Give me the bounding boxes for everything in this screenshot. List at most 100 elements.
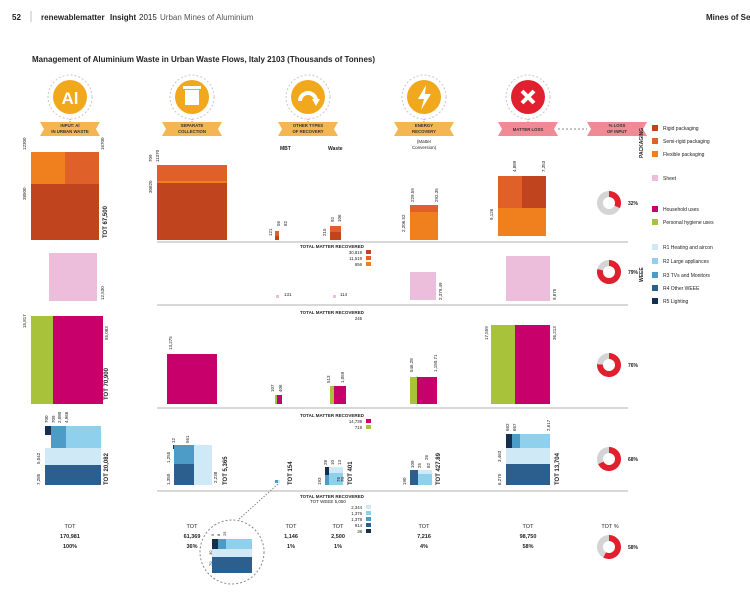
recovered-swatch	[366, 517, 371, 521]
sheet-block	[49, 253, 97, 301]
total-label: TOT 70,900	[104, 367, 110, 400]
data-label: 5,042	[36, 452, 41, 464]
legend-label: R4 Other WEEE	[663, 286, 700, 292]
column-label-ribbon-other	[278, 122, 338, 136]
bar-segment	[515, 325, 550, 404]
total-heading: TOT	[419, 524, 431, 530]
data-label: 92	[330, 216, 335, 222]
header-year: 2015	[139, 13, 157, 22]
total-label: TOT 154	[288, 461, 294, 485]
total-percent: 100%	[63, 544, 77, 550]
recovered-swatch	[366, 523, 371, 527]
data-label: 2,379.49	[438, 282, 443, 300]
pie-label: 79%	[628, 270, 639, 276]
article-title: Urban Mines of Aluminium	[160, 13, 254, 22]
bar-segment	[506, 448, 550, 464]
recovered-subtitle: TOT WEEE 5,050	[310, 499, 346, 504]
total-value: 61,369	[184, 534, 201, 540]
bar-segment	[212, 557, 252, 573]
column-label-input: IN URBAN WASTE	[51, 129, 89, 134]
data-label: 2,238	[213, 471, 218, 483]
recovery-arrow-ring	[285, 74, 331, 120]
bar-segment	[491, 325, 515, 404]
data-label: 13,275	[168, 336, 173, 350]
total-label: TOT 67,500	[103, 205, 109, 238]
pie-hole	[603, 197, 615, 209]
bar-segment	[410, 212, 438, 240]
bar-segment	[498, 208, 546, 236]
pie-label: 58%	[628, 545, 639, 551]
data-label: 114	[340, 292, 348, 297]
data-label: 190	[402, 477, 407, 485]
data-label: 709	[148, 154, 153, 162]
data-label: 106	[337, 214, 342, 222]
pie-label: 68%	[628, 457, 639, 463]
legend-label: Household uses	[663, 207, 699, 213]
legend-swatch	[652, 125, 658, 131]
bolt-shape	[418, 85, 431, 110]
data-label: 70	[208, 561, 213, 566]
bin-lid	[183, 86, 201, 89]
data-label: 12	[171, 437, 176, 443]
recovered-title: TOTAL MATTER RECOVERED	[300, 413, 365, 418]
data-label: 107	[270, 384, 275, 392]
total-heading: TOT	[333, 524, 345, 530]
data-label: 2,344	[351, 505, 362, 510]
household-segment	[167, 354, 217, 404]
bar-segment	[325, 475, 329, 485]
bar-segment	[278, 480, 280, 483]
legend-swatch	[652, 175, 658, 181]
rigid-segment	[31, 184, 99, 240]
bar-segment	[410, 377, 417, 404]
hygiene-segment	[31, 316, 53, 404]
bar-segment	[51, 426, 66, 448]
data-label: 1,255	[166, 451, 171, 463]
column-label-energy: ENERGY	[415, 123, 433, 128]
total-heading: TOT %	[601, 524, 618, 530]
recovered-swatch	[366, 511, 371, 515]
bar-segment	[330, 232, 341, 240]
legend-swatch	[652, 272, 658, 278]
recovered-swatch	[366, 256, 371, 260]
bar-segment	[174, 445, 194, 464]
subhead-mbt: MBT	[280, 146, 291, 152]
column-label-separate: COLLECTION	[178, 129, 206, 134]
total-heading: TOT	[286, 524, 298, 530]
bar-segment	[275, 395, 277, 404]
bar-segment	[410, 205, 438, 212]
data-label: 16700	[100, 137, 105, 150]
data-label: 25	[222, 531, 227, 536]
recovered-swatch	[366, 419, 371, 423]
data-label: 38500	[22, 187, 27, 200]
legend-swatch	[652, 206, 658, 212]
page-number: 52	[12, 13, 21, 22]
pie-label: 76%	[628, 363, 639, 369]
running-head: Mines of Sec	[706, 13, 750, 22]
arrow-arc	[298, 91, 318, 102]
column-label-pct: OF INPUT	[607, 129, 627, 134]
recovery-arrow-icon	[291, 80, 325, 114]
semi-rigid-segment	[157, 165, 227, 181]
brand-name: renewablematter	[41, 13, 105, 22]
flexible-segment	[157, 181, 227, 183]
bar-segment	[66, 426, 101, 448]
recovered-swatch	[366, 262, 371, 266]
column-label-other: OTHER TYPES	[293, 123, 323, 128]
column-label-separate: SEPARATE	[181, 123, 204, 128]
bar-segment	[275, 231, 279, 236]
bar-segment	[506, 256, 550, 301]
recovered-swatch	[366, 529, 371, 533]
column-label-ribbon-energy	[394, 122, 454, 136]
column-label-ribbon-loss	[498, 122, 558, 136]
data-label: 9,875	[552, 288, 557, 300]
legend-label: Flexible packaging	[663, 152, 705, 158]
data-label: 546.28	[409, 358, 414, 372]
energy-note: Conversion)	[412, 145, 437, 150]
data-label: 1,150.71	[433, 354, 438, 372]
recovered-title: TOTAL MATTER RECOVERED	[300, 494, 365, 499]
data-label: 55,083	[104, 326, 109, 340]
data-label: 36,213	[552, 326, 557, 340]
recovered-title: TOTAL MATTER RECOVERED	[300, 310, 365, 315]
data-label: 70	[340, 476, 345, 482]
data-label: 1,350	[166, 473, 171, 485]
